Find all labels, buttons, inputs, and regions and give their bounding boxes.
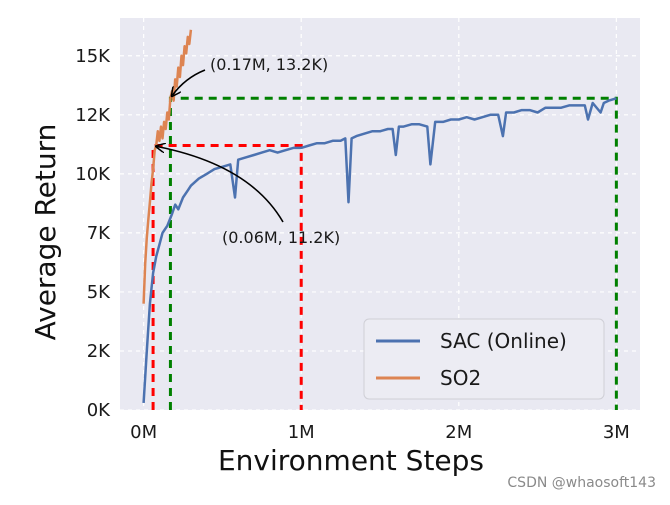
- reference-line: [168, 96, 618, 410]
- y-axis-title: Average Return: [29, 124, 62, 341]
- annotations: (0.17M, 13.2K) (0.06M, 11.2K): [157, 55, 340, 247]
- watermark: CSDN @whaosoft143: [507, 475, 656, 491]
- y-tick-label: 10K: [75, 164, 111, 185]
- y-tick-label: 7K: [87, 223, 111, 244]
- x-tick-label: 2M: [445, 422, 472, 443]
- x-tick-label: 1M: [288, 422, 315, 443]
- x-tick-label: 3M: [603, 422, 630, 443]
- y-tick-label: 5K: [87, 282, 111, 303]
- series-lines: [142, 29, 617, 403]
- legend: SAC (Online) SO2: [363, 318, 605, 400]
- annotation-arrow: [157, 147, 284, 223]
- y-tick-label: 0K: [87, 400, 111, 421]
- annotation-arrow: [172, 69, 206, 95]
- y-tick-label: 15K: [75, 46, 111, 67]
- x-axis-title: Environment Steps: [218, 444, 484, 477]
- annotation-label: (0.06M, 11.2K): [222, 228, 340, 247]
- y-tick-label: 12K: [75, 105, 111, 126]
- series-line: [142, 97, 617, 403]
- legend-label: SO2: [440, 366, 481, 390]
- tick-labels: 0M 1M 2M 3M 0K 2K 5K 7K 10K 12K 15K: [75, 46, 630, 443]
- x-tick-label: 0M: [130, 422, 157, 443]
- legend-label: SAC (Online): [440, 329, 567, 353]
- legend-box: [363, 318, 605, 400]
- annotation-label: (0.17M, 13.2K): [210, 55, 328, 74]
- y-tick-label: 2K: [87, 341, 111, 362]
- series-line: [142, 29, 193, 304]
